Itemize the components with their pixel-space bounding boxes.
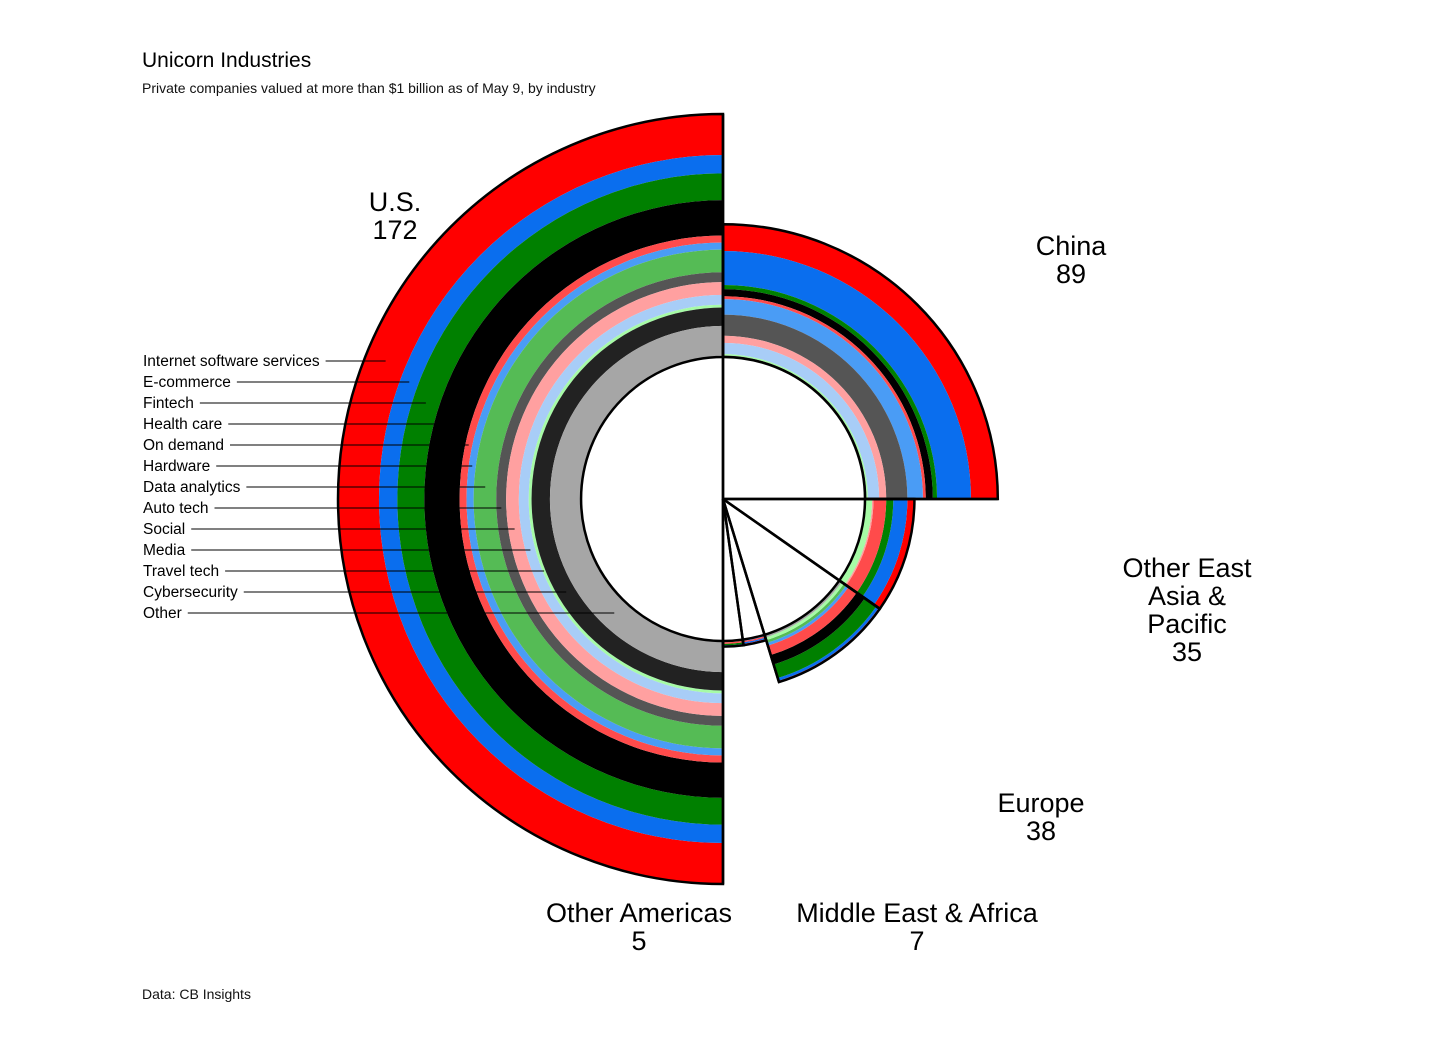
segment-u-s-other: [549, 325, 723, 673]
region-outline-china: [721, 222, 1000, 501]
region-total: 7: [909, 926, 924, 956]
region-name: Other East: [1122, 553, 1252, 583]
region-total: 89: [1056, 259, 1086, 289]
segment-middle-east-africa-on-demand: [742, 636, 766, 643]
region-label-other-east-asia-pacific: Other East Asia & Pacific 35: [1122, 553, 1252, 667]
segment-china-internet-software-services: [723, 224, 998, 499]
segment-u-s-health-care: [424, 200, 723, 798]
segment-other-east-asia-pacific-on-demand: [846, 499, 887, 593]
inner-hole: [723, 499, 865, 581]
region-total: 5: [631, 926, 646, 956]
legend-label-internet-software-services: Internet software services: [143, 353, 320, 370]
region-total: 38: [1026, 816, 1056, 846]
legend-label-health-care: Health care: [143, 416, 222, 433]
region-label-middle-east-africa: Middle East & Africa 7: [796, 898, 1039, 956]
region-name: U.S.: [369, 187, 422, 217]
region-name: Other Americas: [546, 898, 732, 928]
region-label-other-americas: Other Americas 5: [546, 898, 732, 956]
segment-other-americas-on-demand: [723, 641, 744, 644]
legend-label-hardware: Hardware: [143, 458, 210, 475]
data-source: Data: CB Insights: [142, 986, 251, 1002]
legend-label-auto-tech: Auto tech: [143, 500, 209, 517]
region-divider: [721, 498, 768, 641]
segment-other-americas-fintech: [723, 642, 744, 646]
region-label-u-s: U.S. 172: [369, 187, 422, 245]
legend-label-social: Social: [143, 521, 185, 538]
chart-title: Unicorn Industries: [142, 49, 312, 72]
segment-middle-east-africa-e-commerce: [743, 637, 766, 644]
segment-europe-health-care: [770, 592, 865, 665]
legend-label-cybersecurity: Cybersecurity: [143, 584, 238, 601]
region-name: China: [1036, 231, 1108, 261]
region-name: Middle East & Africa: [796, 898, 1039, 928]
inner-hole: [723, 499, 840, 635]
legend-label-travel-tech: Travel tech: [143, 563, 219, 580]
segment-other-east-asia-pacific-fintech: [856, 499, 894, 597]
segment-other-east-asia-pacific-e-commerce: [862, 499, 908, 605]
segment-europe-on-demand: [767, 586, 857, 656]
legend-label-fintech: Fintech: [143, 395, 194, 412]
legend-label-e-commerce: E-commerce: [143, 374, 231, 391]
legend-label-other: Other: [143, 605, 182, 622]
legend-label-data-analytics: Data analytics: [143, 479, 241, 496]
region-name: Asia &: [1148, 581, 1226, 611]
region-name: Europe: [997, 788, 1084, 818]
legend: Internet software services E-commerce Fint…: [143, 353, 615, 622]
wedge-layer: [338, 114, 998, 884]
segment-china-auto-tech: [723, 314, 908, 499]
region-total: 35: [1172, 637, 1202, 667]
legend-label-media: Media: [143, 542, 186, 559]
inner-hole: [723, 357, 865, 499]
region-divider: [722, 497, 881, 610]
chart-subtitle: Private companies valued at more than $1…: [142, 80, 596, 96]
region-divider: [721, 498, 745, 646]
segment-china-media: [723, 342, 880, 499]
region-labels: U.S. 172 China 89 Other East Asia & Pacific 35 E…: [369, 187, 1252, 956]
inner-hole: [581, 357, 723, 641]
segment-china-e-commerce: [723, 251, 971, 499]
segment-u-s-internet-software-services: [338, 114, 723, 884]
segment-europe-fintech: [773, 598, 877, 679]
separator-layer: [336, 112, 1000, 886]
region-label-china: China 89: [1036, 231, 1108, 289]
region-total: 172: [372, 215, 417, 245]
region-name: Pacific: [1147, 609, 1227, 639]
region-label-europe: Europe 38: [997, 788, 1084, 846]
region-outline-u-s: [336, 112, 725, 886]
segment-china-hardware: [723, 299, 923, 499]
legend-label-on-demand: On demand: [143, 437, 224, 454]
